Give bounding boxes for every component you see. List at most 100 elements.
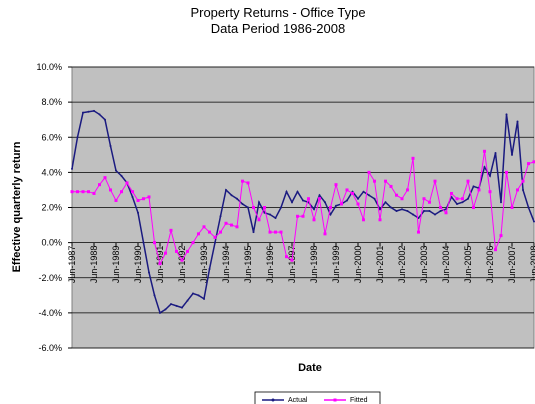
x-tick-label: Jun-2002 (397, 246, 407, 284)
point (362, 218, 365, 222)
legend-marker (271, 398, 275, 402)
point (236, 197, 238, 200)
x-tick-label: Jun-1994 (221, 246, 231, 284)
point (456, 202, 458, 205)
x-tick-label: Jun-1997 (287, 246, 297, 284)
point (483, 166, 486, 169)
point (296, 214, 299, 218)
point (131, 195, 134, 198)
point (103, 176, 107, 180)
point (500, 201, 502, 204)
point (472, 206, 475, 209)
point (439, 210, 442, 213)
point (169, 228, 173, 232)
x-tick-label: Jun-1990 (133, 246, 143, 284)
point (263, 206, 266, 209)
point (406, 188, 409, 192)
point (285, 190, 288, 193)
point (472, 185, 475, 188)
point (346, 199, 348, 202)
point (532, 160, 535, 164)
point (164, 308, 167, 311)
point (268, 230, 272, 234)
point (148, 271, 150, 274)
point (455, 197, 459, 201)
point (247, 206, 249, 209)
point (191, 241, 195, 245)
point (302, 199, 304, 202)
point (131, 190, 134, 194)
point (390, 206, 392, 209)
point (466, 179, 470, 183)
x-tick-label: Jun-1995 (243, 246, 253, 284)
point (87, 110, 90, 113)
point (345, 188, 349, 192)
point (219, 215, 222, 218)
point (114, 198, 118, 202)
point (428, 210, 431, 213)
point (461, 201, 464, 204)
point (164, 251, 167, 255)
point (246, 181, 250, 185)
point (252, 206, 255, 209)
point (499, 234, 503, 238)
point (324, 201, 326, 204)
point (197, 232, 200, 236)
point (395, 193, 398, 197)
point (400, 197, 404, 201)
point (527, 162, 530, 166)
point (494, 152, 497, 155)
point (318, 197, 321, 201)
chart-subtitle: Data Period 1986-2008 (211, 21, 345, 36)
x-tick-label: Jun-2008 (529, 246, 535, 284)
point (147, 195, 151, 199)
point (252, 231, 255, 234)
point (137, 211, 139, 214)
point (224, 221, 228, 225)
x-tick-label: Jun-2005 (463, 246, 473, 284)
x-tick-label: Jun-2000 (353, 246, 363, 284)
point (186, 299, 189, 302)
point (423, 210, 425, 213)
legend-marker (333, 398, 337, 402)
point (340, 202, 343, 206)
point (241, 202, 244, 205)
point (510, 206, 514, 209)
point (477, 188, 481, 192)
point (313, 208, 315, 211)
point (461, 197, 464, 201)
point (433, 179, 437, 183)
point (258, 201, 260, 204)
point (93, 109, 95, 112)
point (467, 197, 469, 200)
point (120, 174, 123, 177)
y-axis-title: Effective quarterly return (11, 141, 23, 272)
point (291, 201, 293, 204)
point (269, 213, 271, 216)
x-tick-label: Jun-2007 (507, 246, 517, 284)
x-tick-label: Jun-2006 (485, 246, 495, 284)
y-tick-label: 2.0% (41, 203, 62, 213)
x-tick-label: Jun-1987 (67, 246, 77, 284)
point (384, 179, 387, 183)
point (98, 183, 101, 187)
x-tick-label: Jun-1998 (309, 246, 319, 284)
point (230, 223, 233, 227)
point (335, 204, 337, 207)
point (158, 262, 162, 266)
point (521, 179, 525, 183)
y-tick-label: -4.0% (38, 308, 62, 318)
x-axis-title: Date (298, 362, 322, 374)
point (82, 111, 84, 114)
point (180, 258, 184, 262)
point (434, 213, 436, 216)
point (136, 198, 140, 202)
legend-box (254, 391, 381, 404)
point (301, 214, 305, 218)
x-tick-label: Jun-1992 (177, 246, 187, 284)
point (318, 194, 321, 197)
point (208, 267, 211, 270)
point (115, 169, 117, 172)
point (153, 241, 156, 245)
